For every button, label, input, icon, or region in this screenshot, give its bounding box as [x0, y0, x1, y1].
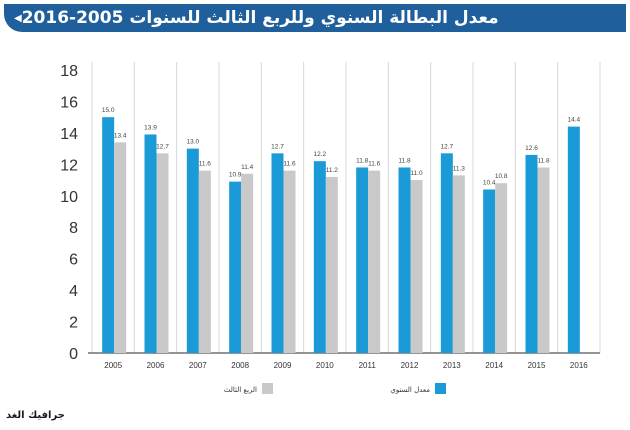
data-label-q3: 12.7	[156, 143, 169, 150]
bar-q3	[368, 170, 381, 353]
bar-annual	[271, 153, 284, 353]
bar-annual	[525, 154, 538, 353]
x-tick-label: 2010	[316, 361, 334, 370]
legend-swatch-annual	[435, 383, 446, 394]
data-label-q3: 11.6	[283, 161, 296, 168]
bar-q3	[283, 170, 296, 353]
y-tick-label: 18	[60, 63, 78, 80]
x-tick-label: 2007	[189, 361, 207, 370]
x-tick-label: 2012	[401, 361, 419, 370]
title-arrow-icon: ◀	[14, 12, 22, 24]
bar-annual	[144, 134, 157, 353]
data-label-annual: 12.6	[525, 145, 538, 152]
data-label-annual: 12.7	[441, 143, 454, 150]
bar-annual	[186, 148, 199, 353]
y-tick-label: 8	[69, 220, 78, 237]
bar-annual	[440, 153, 453, 353]
x-tick-label: 2008	[231, 361, 249, 370]
y-tick-label: 16	[60, 94, 78, 111]
legend-swatch-q3	[262, 383, 273, 394]
data-label-q3: 10.8	[495, 173, 508, 180]
x-tick-label: 2009	[274, 361, 292, 370]
bar-annual	[313, 161, 326, 353]
x-tick-label: 2014	[485, 361, 503, 370]
bar-annual	[229, 181, 242, 353]
data-label-annual: 15.0	[102, 107, 115, 114]
x-tick-label: 2015	[528, 361, 546, 370]
bar-annual	[483, 189, 496, 353]
data-label-annual: 13.0	[187, 139, 200, 146]
bar-q3	[495, 183, 508, 353]
bar-annual	[102, 117, 115, 354]
legend-label-q3: الربع الثالث	[224, 386, 257, 394]
x-tick-label: 2013	[443, 361, 461, 370]
data-label-q3: 11.2	[326, 167, 339, 174]
source-credit: جرافيك الغد	[6, 410, 65, 421]
x-tick-label: 2011	[359, 361, 377, 370]
bar-annual	[567, 126, 580, 353]
data-label-q3: 11.4	[241, 164, 254, 171]
data-label-annual: 12.7	[271, 143, 284, 150]
bar-q3	[114, 142, 127, 353]
data-label-q3: 11.8	[537, 157, 550, 164]
y-tick-label: 10	[60, 189, 78, 206]
x-tick-label: 2016	[570, 361, 588, 370]
data-label-annual: 14.4	[568, 117, 581, 124]
y-tick-label: 14	[60, 126, 78, 143]
data-label-annual: 13.9	[144, 124, 157, 131]
data-label-q3: 11.3	[453, 165, 466, 172]
y-tick-label: 6	[69, 252, 78, 269]
data-label-q3: 11.0	[410, 170, 423, 177]
data-label-annual: 10.9	[229, 172, 242, 179]
data-label-q3: 13.4	[114, 132, 127, 139]
bar-q3	[325, 176, 338, 353]
chart-title: معدل البطالة السنوي وللربع الثالث للسنوا…	[21, 8, 499, 28]
y-tick-label: 0	[69, 346, 78, 363]
bar-q3	[410, 180, 423, 353]
data-label-annual: 11.8	[398, 157, 411, 164]
y-tick-label: 2	[69, 315, 78, 332]
bar-q3	[537, 167, 550, 353]
bar-q3	[198, 170, 211, 353]
y-tick-label: 12	[60, 157, 78, 174]
bar-annual	[398, 167, 411, 353]
bar-q3	[452, 175, 465, 353]
bar-q3	[156, 153, 169, 353]
x-tick-label: 2006	[147, 361, 165, 370]
title-bar: معدل البطالة السنوي وللربع الثالث للسنوا…	[4, 4, 626, 32]
bar-annual	[356, 167, 369, 353]
data-label-q3: 11.6	[368, 161, 381, 168]
data-label-annual: 12.2	[314, 151, 327, 158]
x-tick-label: 2005	[104, 361, 122, 370]
data-label-q3: 11.6	[199, 161, 212, 168]
data-label-annual: 11.8	[356, 157, 369, 164]
bar-q3	[241, 173, 254, 353]
y-tick-label: 4	[69, 283, 78, 300]
data-label-annual: 10.4	[483, 179, 496, 186]
legend-label-annual: معدل السنوي	[390, 386, 430, 394]
